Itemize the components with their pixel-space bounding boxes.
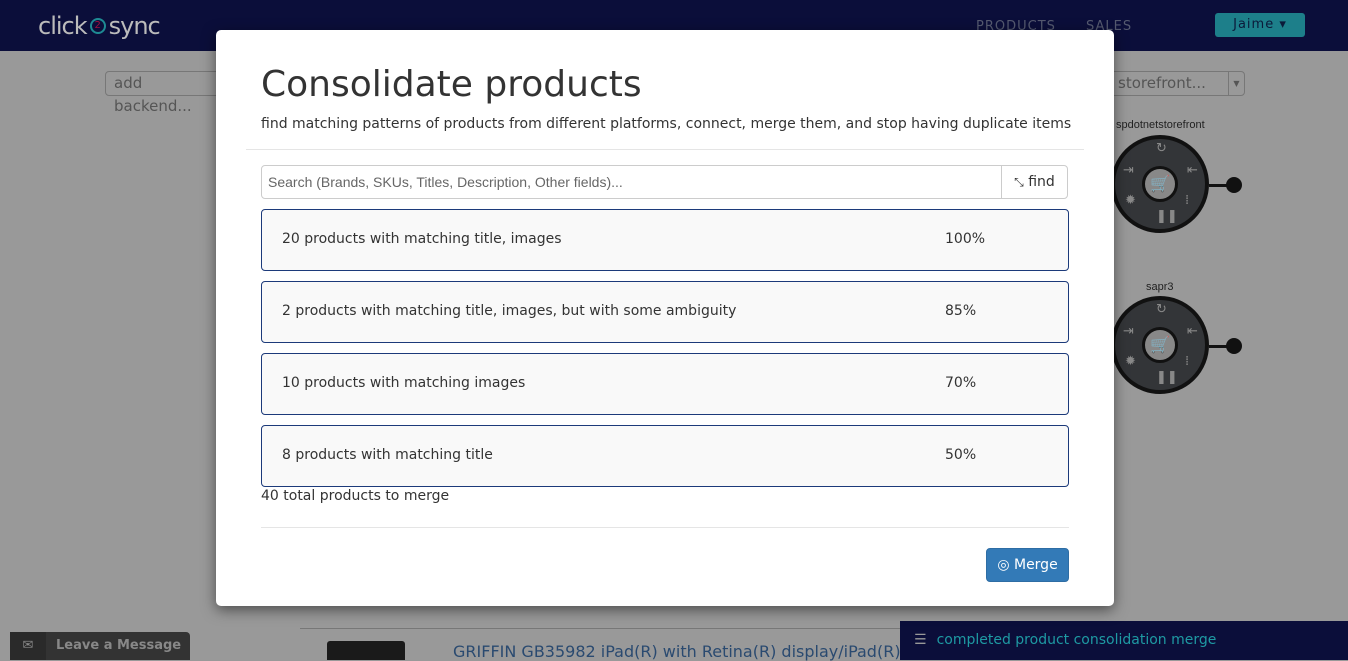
logo-mark: 2 bbox=[89, 18, 106, 34]
find-label: find bbox=[1028, 174, 1055, 190]
match-label: 10 products with matching images bbox=[282, 375, 526, 391]
match-label: 8 products with matching title bbox=[282, 447, 493, 463]
leave-message-label: Leave a Message bbox=[56, 638, 182, 653]
divider bbox=[300, 628, 900, 629]
match-percent: 100% bbox=[945, 231, 986, 247]
add-backend-select[interactable]: add backend... bbox=[105, 71, 225, 115]
divider bbox=[261, 527, 1069, 528]
connector-handle[interactable] bbox=[1226, 177, 1242, 193]
stats-icon[interactable]: ⁞ bbox=[1185, 354, 1190, 369]
consolidate-modal: Consolidate products find matching patte… bbox=[216, 30, 1114, 606]
import-icon[interactable]: ⇤ bbox=[1187, 324, 1198, 339]
toast-message: completed product consolidation merge bbox=[936, 632, 1217, 648]
cart-icon[interactable]: 🛒 bbox=[1142, 166, 1178, 202]
node-label: spdotnetstorefront bbox=[1116, 119, 1205, 131]
connector bbox=[1209, 345, 1229, 348]
export-icon[interactable]: ⇥ bbox=[1123, 163, 1134, 178]
merge-label: Merge bbox=[1013, 557, 1058, 573]
total-count: 40 total products to merge bbox=[261, 488, 450, 504]
match-percent: 70% bbox=[945, 375, 977, 391]
stats-icon[interactable]: ⁞ bbox=[1185, 193, 1190, 208]
cart-icon[interactable]: 🛒 bbox=[1142, 327, 1178, 363]
notification-toast: ☰ completed product consolidation merge bbox=[900, 621, 1348, 660]
import-icon[interactable]: ⇤ bbox=[1187, 163, 1198, 178]
user-menu-button[interactable]: Jaime ▾ bbox=[1215, 13, 1305, 37]
refresh-icon[interactable]: ↻ bbox=[1156, 141, 1167, 156]
gear-icon[interactable]: ✹ bbox=[1125, 193, 1136, 208]
node-label: sapr3 bbox=[1146, 281, 1174, 293]
match-label: 2 products with matching title, images, … bbox=[282, 303, 737, 319]
match-label: 20 products with matching title, images bbox=[282, 231, 562, 247]
logo-text: click bbox=[38, 12, 88, 40]
match-percent: 85% bbox=[945, 303, 977, 319]
leave-message-button[interactable]: ✉ Leave a Message bbox=[10, 632, 190, 660]
target-icon: ◎ bbox=[997, 557, 1010, 573]
envelope-icon: ✉ bbox=[10, 632, 46, 660]
search-input[interactable] bbox=[261, 165, 1002, 199]
match-row[interactable]: 2 products with matching title, images, … bbox=[261, 281, 1069, 343]
match-row[interactable]: 20 products with matching title, images 1… bbox=[261, 209, 1069, 271]
divider bbox=[246, 149, 1084, 150]
chevron-down-icon: ▼ bbox=[1228, 72, 1244, 95]
storefront-select[interactable]: storefront... ▼ bbox=[1105, 71, 1245, 96]
storefront-select-value: storefront... bbox=[1118, 74, 1206, 92]
pause-icon[interactable]: ❚❚ bbox=[1156, 370, 1178, 385]
match-row[interactable]: 10 products with matching images 70% bbox=[261, 353, 1069, 415]
logo-text: sync bbox=[108, 12, 161, 40]
match-row[interactable]: 8 products with matching title 50% bbox=[261, 425, 1069, 487]
modal-subtitle: find matching patterns of products from … bbox=[261, 116, 1072, 132]
merge-button[interactable]: ◎ Merge bbox=[986, 548, 1069, 582]
refresh-icon[interactable]: ↻ bbox=[1156, 302, 1167, 317]
logo[interactable]: click 2 sync bbox=[38, 12, 161, 40]
product-thumbnail bbox=[327, 641, 405, 660]
pause-icon[interactable]: ❚❚ bbox=[1156, 209, 1178, 224]
match-percent: 50% bbox=[945, 447, 977, 463]
server-icon: ☰ bbox=[914, 632, 927, 648]
export-icon[interactable]: ⇥ bbox=[1123, 324, 1134, 339]
gear-icon[interactable]: ✹ bbox=[1125, 354, 1136, 369]
backend-node[interactable]: ↻ ⇥ ⇤ ✹ ⁞ ❚❚ 🛒 bbox=[1111, 135, 1209, 233]
compress-icon: ⤡ bbox=[1014, 175, 1024, 189]
modal-title: Consolidate products bbox=[261, 64, 642, 105]
backend-node[interactable]: ↻ ⇥ ⇤ ✹ ⁞ ❚❚ 🛒 bbox=[1111, 296, 1209, 394]
product-link[interactable]: GRIFFIN GB35982 iPad(R) with Retina(R) d… bbox=[453, 642, 903, 661]
connector bbox=[1209, 184, 1229, 187]
find-button[interactable]: ⤡ find bbox=[1001, 165, 1068, 199]
connector-handle[interactable] bbox=[1226, 338, 1242, 354]
